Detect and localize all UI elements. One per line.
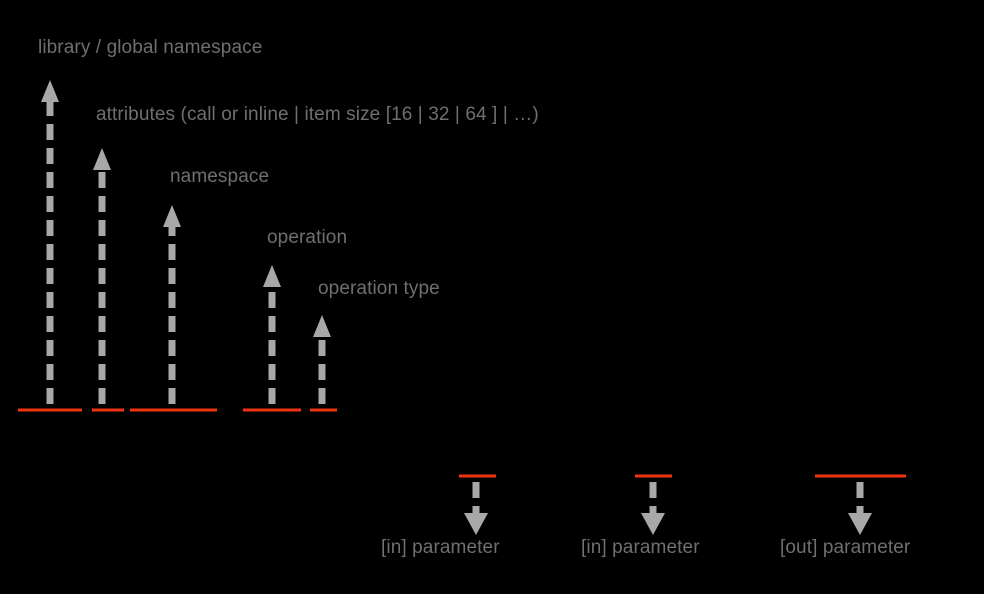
label-library-global-namespace: library / global namespace [38,37,263,58]
label-attributes: attributes (call or inline | item size [… [96,104,539,125]
label-namespace: namespace [170,166,270,187]
label-in-parameter-2: [in] parameter [581,537,700,558]
callout-down-in-parameter-2 [635,474,672,535]
arrow-down-icon [848,513,872,535]
arrow-up-icon [41,80,59,102]
callout-up-operation-type [313,315,331,404]
arrow-up-icon [163,205,181,227]
arrow-down-icon [464,513,488,535]
callout-down-out-parameter [815,474,906,535]
callout-up-operation [263,265,281,404]
arrow-up-icon [313,315,331,337]
label-in-parameter-1: [in] parameter [381,537,500,558]
label-operation: operation [267,227,348,248]
arrow-up-icon [263,265,281,287]
label-operation-type: operation type [318,278,440,299]
downward-callout-group [459,474,906,535]
label-out-parameter: [out] parameter [780,537,911,558]
callout-up-namespace [163,205,181,404]
callout-up-library-global-namespace [41,80,59,404]
arrow-down-icon [641,513,665,535]
callout-down-in-parameter-1 [459,474,496,535]
arrow-up-icon [93,148,111,170]
upward-callout-group [41,80,331,404]
callout-up-attributes [93,148,111,404]
